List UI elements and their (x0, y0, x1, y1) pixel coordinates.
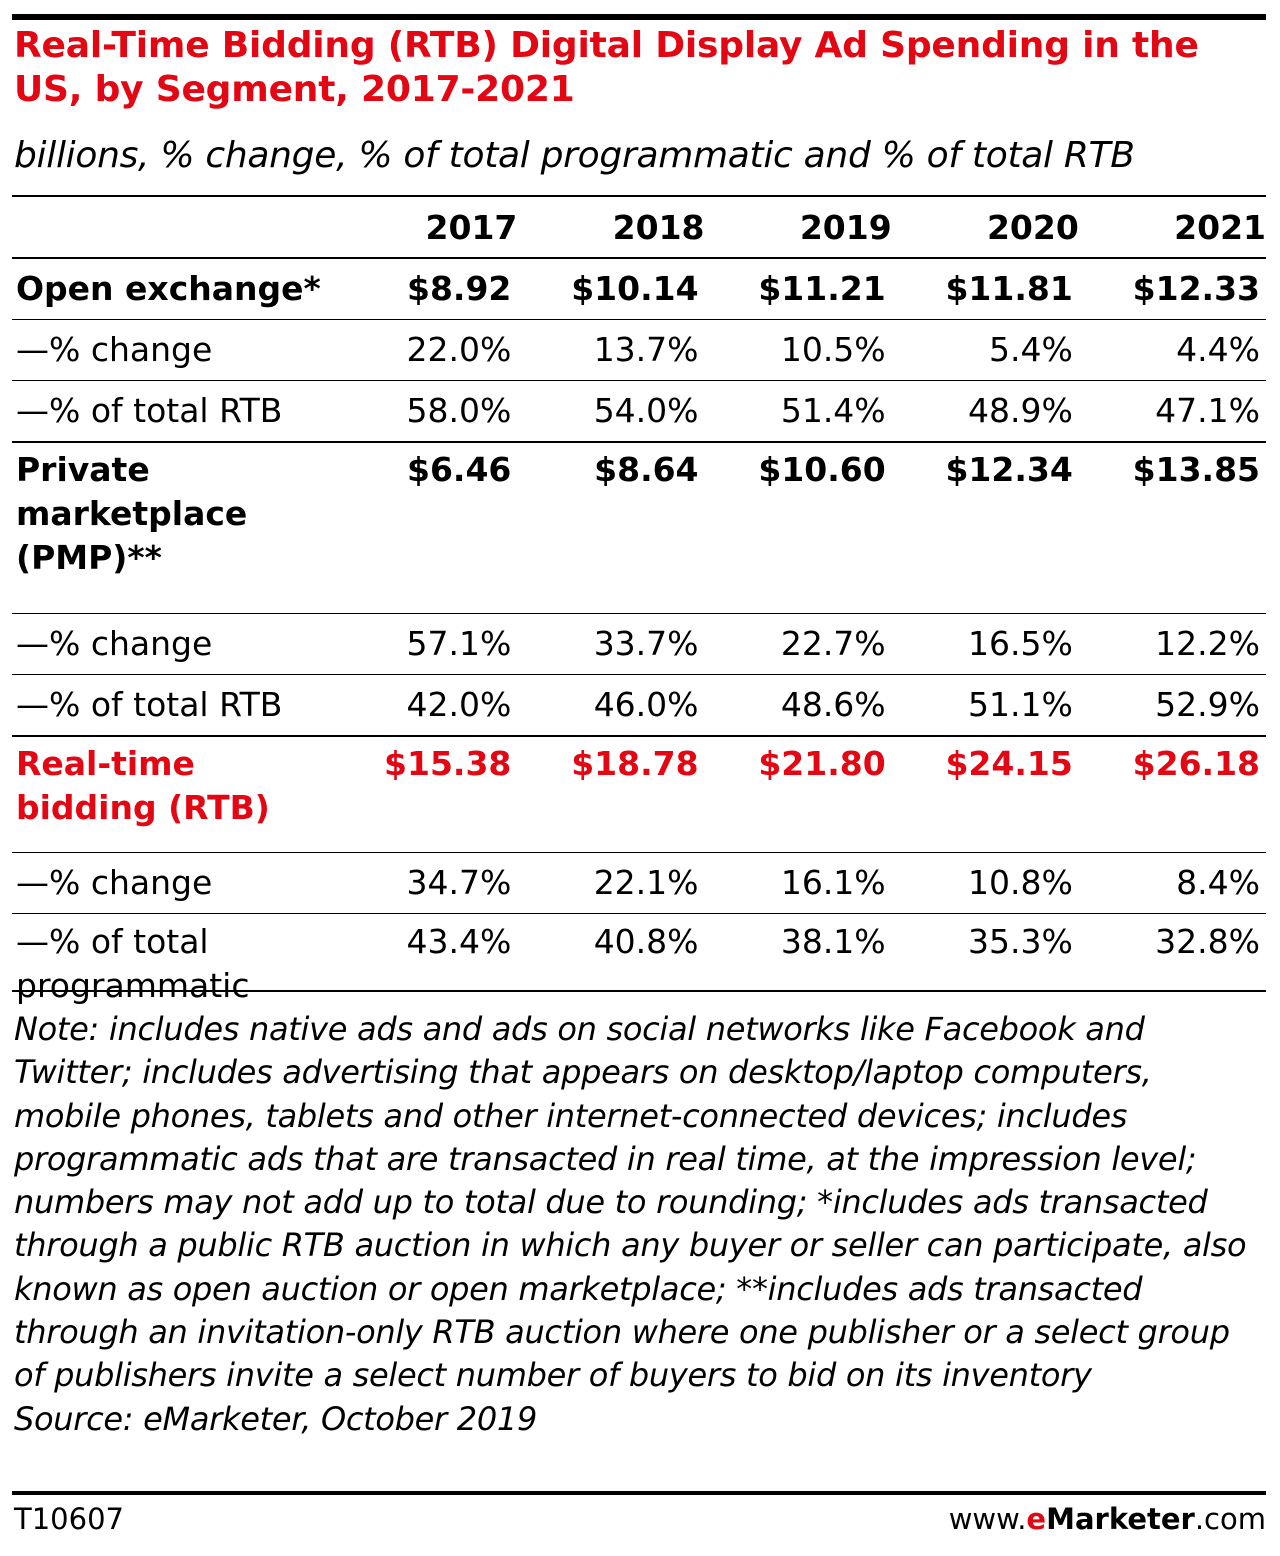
cell-value: 13.7% (517, 319, 705, 381)
cell-value: $21.80 (704, 735, 892, 853)
row-label: —% change (12, 613, 331, 675)
cell-value: 40.8% (517, 913, 705, 1025)
brand-logo[interactable]: www.eMarketer.com (949, 1502, 1266, 1536)
cell-value: 5.4% (891, 319, 1079, 381)
data-table: 2017 2018 2019 2020 2021 Open exchange* … (12, 195, 1266, 1025)
cell-value: $8.64 (517, 441, 705, 614)
chart-title: Real-Time Bidding (RTB) Digital Display … (14, 25, 1199, 110)
table-row: —% of total RTB 42.0% 46.0% 48.6% 51.1% … (12, 674, 1266, 736)
table-row: —% change 57.1% 33.7% 22.7% 16.5% 12.2% (12, 613, 1266, 675)
year-header: 2018 (517, 195, 705, 258)
cell-value: $26.18 (1078, 735, 1266, 853)
year-header: 2021 (1078, 195, 1266, 258)
cell-value: $10.60 (704, 441, 892, 614)
cell-value: 22.7% (704, 613, 892, 675)
table-row: —% of total programmatic 43.4% 40.8% 38.… (12, 913, 1266, 1025)
cell-value: $6.46 (330, 441, 518, 614)
header-label-cell (12, 195, 331, 258)
row-label: —% of total RTB (12, 674, 331, 736)
table-row: —% change 34.7% 22.1% 16.1% 10.8% 8.4% (12, 852, 1266, 914)
cell-value: 38.1% (704, 913, 892, 1025)
cell-value: $11.21 (704, 257, 892, 320)
chart-note: Note: includes native ads and ads on soc… (14, 1008, 1264, 1441)
cell-value: 51.1% (891, 674, 1079, 736)
note-divider (12, 990, 1266, 992)
source-text: Source: eMarketer, October 2019 (14, 1399, 538, 1438)
cell-value: $24.15 (891, 735, 1079, 853)
cell-value: 12.2% (1078, 613, 1266, 675)
cell-value: 54.0% (517, 380, 705, 442)
row-label: —% change (12, 852, 331, 914)
brand-name: eMarketer (1026, 1502, 1194, 1536)
bottom-rule (12, 1491, 1266, 1495)
cell-value: 48.6% (704, 674, 892, 736)
cell-value: 47.1% (1078, 380, 1266, 442)
cell-value: $10.14 (517, 257, 705, 320)
cell-value: 10.5% (704, 319, 892, 381)
note-text: Note: includes native ads and ads on soc… (14, 1010, 1247, 1395)
cell-value: 34.7% (330, 852, 518, 914)
cell-value: 35.3% (891, 913, 1079, 1025)
chart-subtitle: billions, % change, % of total programma… (14, 135, 1135, 176)
table-row: Private marketplace (PMP)** $6.46 $8.64 … (12, 441, 1266, 614)
cell-value: $12.34 (891, 441, 1079, 614)
cell-value: $18.78 (517, 735, 705, 853)
cell-value: 52.9% (1078, 674, 1266, 736)
cell-value: 33.7% (517, 613, 705, 675)
year-header: 2020 (891, 195, 1079, 258)
cell-value: 46.0% (517, 674, 705, 736)
cell-value: $11.81 (891, 257, 1079, 320)
header-row: 2017 2018 2019 2020 2021 (12, 195, 1266, 258)
cell-value: $13.85 (1078, 441, 1266, 614)
table-row: Open exchange* $8.92 $10.14 $11.21 $11.8… (12, 257, 1266, 320)
cell-value: $12.33 (1078, 257, 1266, 320)
chart-id: T10607 (14, 1502, 124, 1536)
cell-value: 51.4% (704, 380, 892, 442)
cell-value: $8.92 (330, 257, 518, 320)
cell-value: 32.8% (1078, 913, 1266, 1025)
cell-value: 4.4% (1078, 319, 1266, 381)
row-label: —% of total programmatic (12, 913, 331, 1025)
year-header: 2019 (704, 195, 892, 258)
row-label: —% change (12, 319, 331, 381)
row-label: Real-time bidding (RTB) (12, 735, 331, 853)
brand-suffix: .com (1194, 1502, 1266, 1536)
cell-value: 16.5% (891, 613, 1079, 675)
cell-value: 8.4% (1078, 852, 1266, 914)
cell-value: 22.1% (517, 852, 705, 914)
row-label: —% of total RTB (12, 380, 331, 442)
table-row: —% change 22.0% 13.7% 10.5% 5.4% 4.4% (12, 319, 1266, 381)
top-rule (12, 14, 1266, 20)
brand-prefix: www. (948, 1502, 1027, 1536)
year-header: 2017 (330, 195, 518, 258)
brand-initial: e (1026, 1502, 1047, 1536)
cell-value: 10.8% (891, 852, 1079, 914)
cell-value: $15.38 (330, 735, 518, 853)
row-label: Open exchange* (12, 257, 331, 320)
data-table-wrap: 2017 2018 2019 2020 2021 Open exchange* … (12, 195, 1266, 1025)
cell-value: 16.1% (704, 852, 892, 914)
cell-value: 42.0% (330, 674, 518, 736)
cell-value: 58.0% (330, 380, 518, 442)
table-row: Real-time bidding (RTB) $15.38 $18.78 $2… (12, 735, 1266, 853)
cell-value: 57.1% (330, 613, 518, 675)
table-row: —% of total RTB 58.0% 54.0% 51.4% 48.9% … (12, 380, 1266, 442)
cell-value: 48.9% (891, 380, 1079, 442)
row-label: Private marketplace (PMP)** (12, 441, 331, 614)
cell-value: 43.4% (330, 913, 518, 1025)
brand-rest: Marketer (1046, 1502, 1195, 1536)
cell-value: 22.0% (330, 319, 518, 381)
